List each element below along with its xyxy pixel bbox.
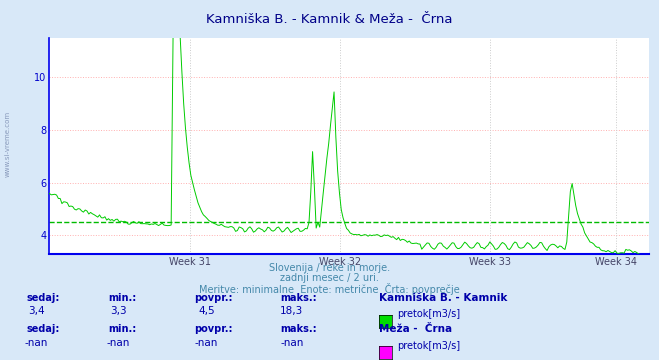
- Text: -nan: -nan: [24, 338, 48, 348]
- Text: pretok[m3/s]: pretok[m3/s]: [397, 309, 461, 319]
- Text: 4,5: 4,5: [198, 306, 215, 316]
- Text: 3,3: 3,3: [110, 306, 127, 316]
- Text: -nan: -nan: [280, 338, 304, 348]
- Text: 18,3: 18,3: [280, 306, 304, 316]
- Text: sedaj:: sedaj:: [26, 324, 60, 334]
- Text: min.:: min.:: [109, 324, 137, 334]
- Text: povpr.:: povpr.:: [194, 293, 233, 303]
- Text: maks.:: maks.:: [280, 293, 317, 303]
- Text: povpr.:: povpr.:: [194, 324, 233, 334]
- Text: Meža -  Črna: Meža - Črna: [379, 324, 452, 334]
- Text: -nan: -nan: [194, 338, 218, 348]
- Text: 3,4: 3,4: [28, 306, 45, 316]
- Text: Slovenija / reke in morje.: Slovenija / reke in morje.: [269, 263, 390, 273]
- Text: zadnji mesec / 2 uri.: zadnji mesec / 2 uri.: [280, 273, 379, 283]
- Text: Kamniška B. - Kamnik: Kamniška B. - Kamnik: [379, 293, 507, 303]
- Text: Kamniška B. - Kamnik & Meža -  Črna: Kamniška B. - Kamnik & Meža - Črna: [206, 13, 453, 26]
- Text: sedaj:: sedaj:: [26, 293, 60, 303]
- Text: www.si-vreme.com: www.si-vreme.com: [5, 111, 11, 177]
- Text: min.:: min.:: [109, 293, 137, 303]
- Text: -nan: -nan: [107, 338, 130, 348]
- Text: Meritve: minimalne  Enote: metrične  Črta: povprečje: Meritve: minimalne Enote: metrične Črta:…: [199, 283, 460, 295]
- Text: maks.:: maks.:: [280, 324, 317, 334]
- Text: pretok[m3/s]: pretok[m3/s]: [397, 341, 461, 351]
